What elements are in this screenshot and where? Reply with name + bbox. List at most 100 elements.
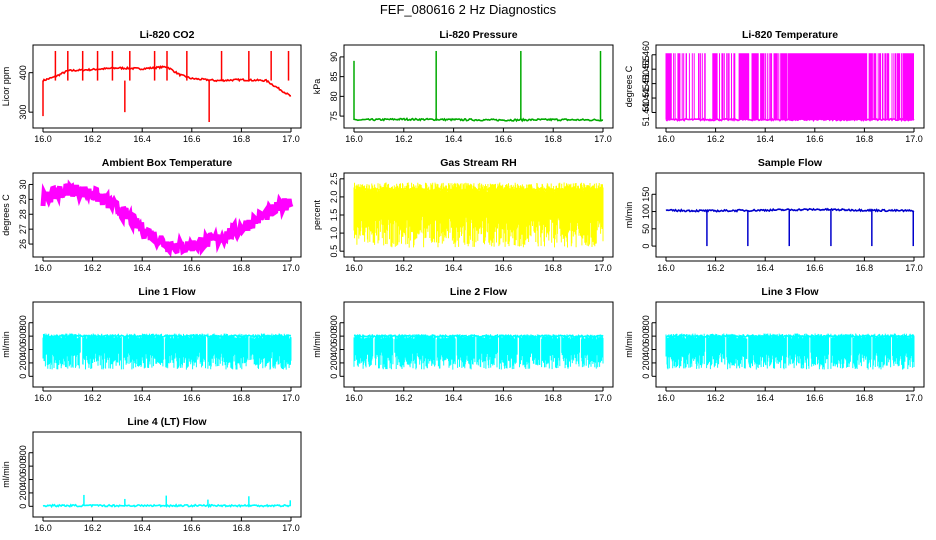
x-tick-label: 17.0 [282,393,300,403]
x-tick-label: 16.0 [34,523,52,533]
x-tick-label: 16.6 [806,393,824,403]
y-tick-label: 1.5 [329,209,339,222]
chart-temperature: Li-820 Temperature degrees C 16.0 16.2 16.4 1… [624,29,925,144]
x-tick-label: 16.8 [544,393,562,403]
chart-title: Line 4 (LT) Flow [127,416,207,428]
plot-frame [32,44,302,129]
y-tick-label: 200 [329,355,339,370]
y-tick-label: 400 [18,342,28,357]
x-tick-label: 16.8 [856,263,874,273]
y-tick-label: 400 [641,342,651,357]
x-tick-label: 17.0 [905,134,923,144]
x-tick-label: 16.2 [84,263,102,273]
chart-title: Li-820 Pressure [439,29,517,41]
y-axis-label: kPa [312,79,322,95]
y-tick-label: 50 [641,224,651,234]
x-tick-label: 16.6 [806,263,824,273]
x-tick-label: 17.0 [594,134,612,144]
y-tick-label: 0.5 [329,245,339,258]
chart-line1: Line 1 Flow ml/min 16.0 16.2 16.4 16.6 16.8 17.… [1,286,302,403]
y-tick-label: 51.445 [641,84,651,112]
y-tick-label: 27 [18,224,28,234]
y-tick-label: 26 [18,239,28,249]
chart-line4: Line 4 (LT) Flow ml/min 16.0 16.2 16.4 16.6 16… [1,416,302,533]
plot-frame [32,301,302,388]
y-tick-label: 600 [18,329,28,344]
y-tick-label: 400 [18,472,28,487]
y-tick-label: 0 [641,374,651,379]
x-tick-label: 16.4 [445,263,463,273]
y-tick-label: 400 [18,65,28,80]
y-tick-label: 200 [641,355,651,370]
y-tick-label: 600 [641,329,651,344]
chart-title: Line 1 Flow [138,286,196,298]
x-tick-label: 16.0 [345,263,363,273]
plot-area [40,179,294,258]
x-tick-label: 16.4 [756,263,774,273]
plot-frame [655,301,925,388]
y-axis-label: ml/min [1,331,11,358]
plot-frame [32,172,302,258]
y-axis-label: degrees C [624,65,634,107]
series-line-line2-0 [353,333,604,339]
x-tick-label: 16.0 [345,134,363,144]
x-tick-label: 17.0 [282,134,300,144]
x-tick-label: 16.8 [544,134,562,144]
x-tick-label: 16.8 [544,263,562,273]
series-line-sample-0 [665,207,915,213]
y-tick-label: 85 [329,72,339,82]
y-tick-label: 100 [641,204,651,219]
y-tick-label: 0 [18,374,28,379]
series-line-ambient-0 [40,179,294,258]
plot-frame [655,44,925,129]
x-tick-label: 16.6 [183,134,201,144]
y-axis-label: ml/min [624,202,634,229]
chart-line2: Line 2 Flow ml/min 16.0 16.2 16.4 16.6 16.8 17.… [312,286,614,403]
x-tick-label: 16.6 [183,263,201,273]
x-tick-label: 16.6 [183,523,201,533]
y-axis-label: ml/min [624,331,634,358]
plot-frame [343,301,614,388]
plot-frame [343,44,614,129]
y-axis-label: percent [312,199,322,230]
y-axis-label: ml/min [312,331,322,358]
x-tick-label: 16.2 [707,134,725,144]
plot-area [42,50,292,123]
y-tick-label: 400 [329,342,339,357]
x-tick-label: 16.4 [756,393,774,403]
y-tick-label: 800 [18,315,28,330]
y-tick-label: 51.460 [641,41,651,69]
x-tick-label: 16.8 [233,263,251,273]
y-tick-label: 0 [641,244,651,249]
chart-co2: Li-820 CO2 Licor ppm 16.0 16.2 16.4 16.6 16.8 1… [1,29,302,144]
x-tick-label: 16.2 [395,263,413,273]
y-tick-label: 30 [18,179,28,189]
y-tick-label: 2.5 [329,173,339,186]
x-tick-label: 16.8 [856,393,874,403]
y-tick-label: 90 [329,52,339,62]
x-tick-label: 16.2 [84,134,102,144]
plot-area [353,50,604,123]
y-tick-label: 80 [329,91,339,101]
x-tick-label: 16.0 [657,263,675,273]
x-tick-label: 16.6 [495,263,513,273]
y-tick-label: 800 [641,315,651,330]
y-tick-label: 150 [641,187,651,202]
x-tick-label: 16.4 [133,263,151,273]
plot-area [42,494,292,509]
x-tick-label: 17.0 [905,263,923,273]
x-tick-label: 16.2 [84,393,102,403]
y-tick-label: 800 [18,445,28,460]
chart-sample: Sample Flow ml/min 16.0 16.2 16.4 16.6 16.8 17.… [624,157,925,273]
data-band-rh [353,182,604,248]
x-tick-label: 17.0 [282,523,300,533]
y-tick-label: 51.450 [641,70,651,98]
plot-area [42,333,292,370]
chart-title: Sample Flow [758,157,823,169]
x-tick-label: 16.6 [806,134,824,144]
x-tick-label: 16.2 [395,393,413,403]
x-tick-label: 16.4 [445,393,463,403]
x-tick-label: 16.2 [395,134,413,144]
x-tick-label: 16.4 [133,523,151,533]
